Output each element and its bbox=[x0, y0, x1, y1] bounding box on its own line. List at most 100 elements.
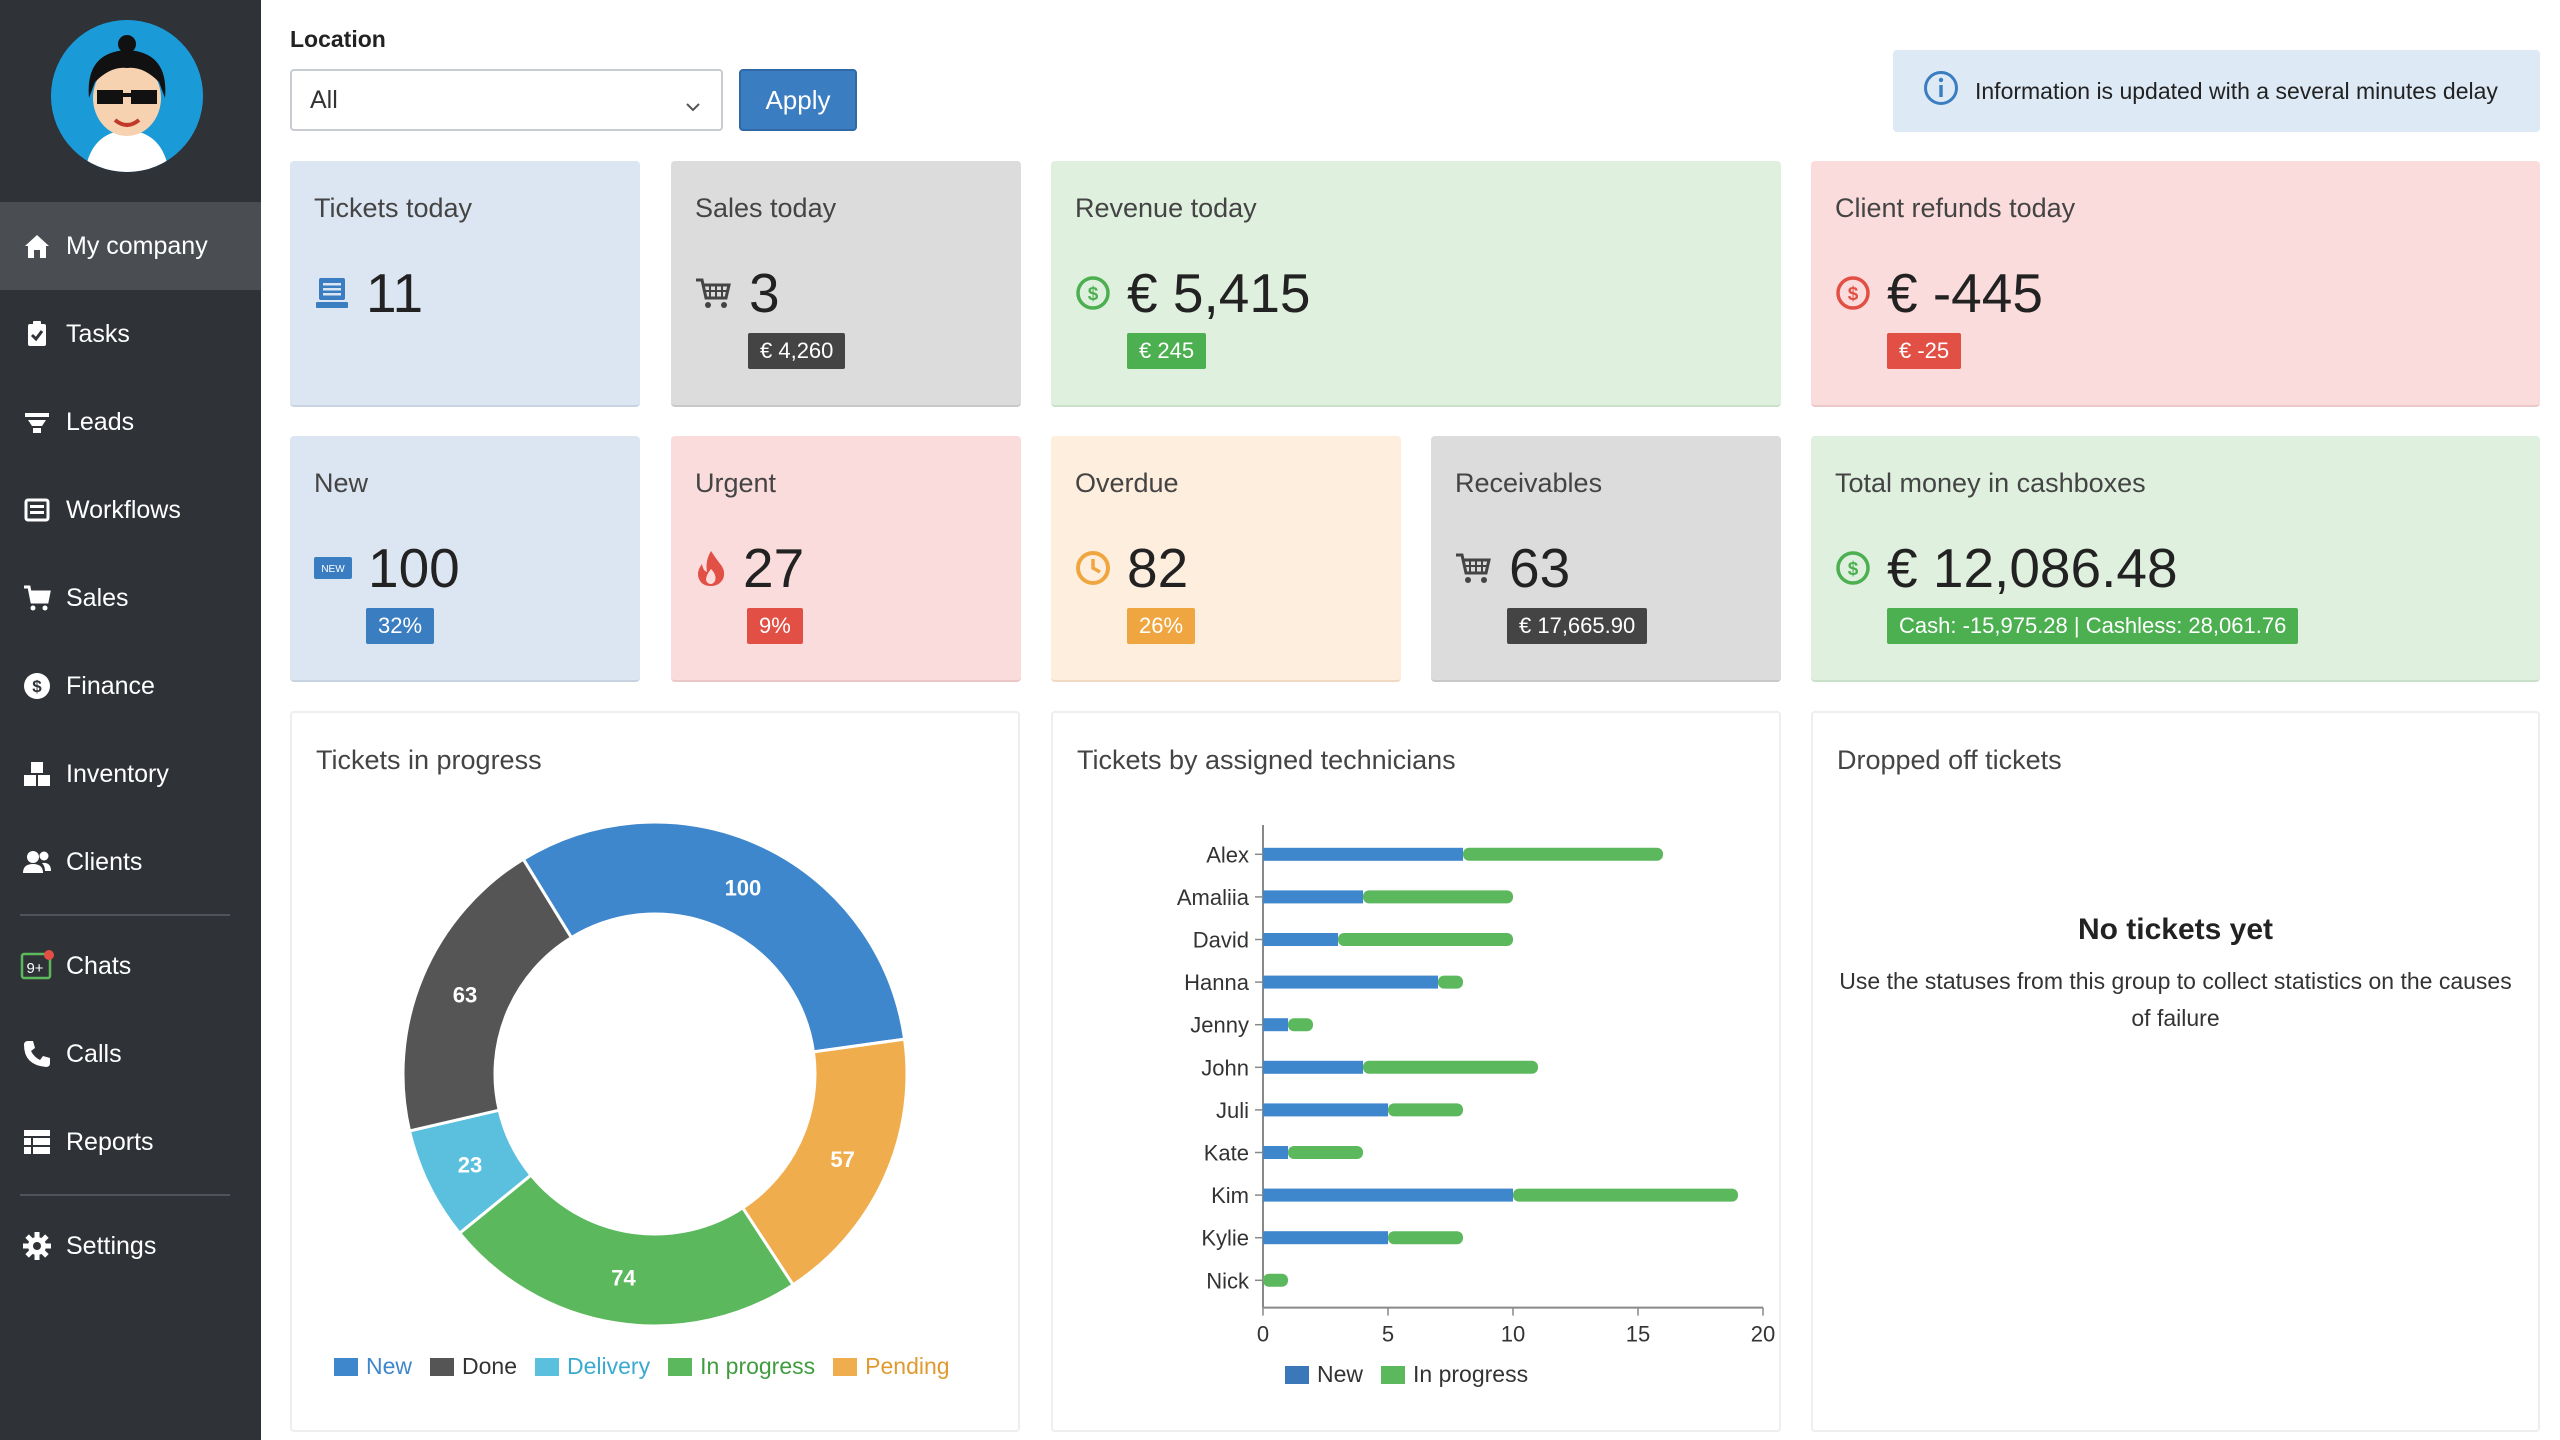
table-icon bbox=[20, 1125, 54, 1159]
donut-slice-label: 74 bbox=[611, 1266, 636, 1291]
category-label: Nick bbox=[1206, 1268, 1250, 1293]
legend-label: Done bbox=[462, 1353, 517, 1379]
card-urgent[interactable]: Urgent 27 9% bbox=[671, 436, 1021, 682]
card-badge: 9% bbox=[747, 608, 803, 644]
card-value: $ € 5,415 bbox=[1075, 261, 1311, 325]
sidebar-item-label: Calls bbox=[66, 1039, 122, 1068]
bar-in-progress bbox=[1263, 1273, 1288, 1287]
panel-tickets-in-progress: Tickets in progress 100 57 74 23 63 New Done… bbox=[290, 711, 1020, 1432]
card-tickets-today[interactable]: Tickets today 11 bbox=[290, 161, 640, 407]
legend-swatch bbox=[430, 1357, 455, 1376]
x-tick-label: 20 bbox=[1751, 1322, 1775, 1347]
category-label: Amaliia bbox=[1177, 885, 1250, 910]
legend-item-in-progress[interactable]: In progress bbox=[668, 1353, 815, 1380]
location-label: Location bbox=[290, 26, 386, 52]
svg-text:$: $ bbox=[32, 677, 42, 696]
card-badge: € 245 bbox=[1127, 333, 1207, 369]
sidebar-divider bbox=[20, 1194, 230, 1196]
sidebar-item-clients[interactable]: Clients bbox=[0, 818, 261, 906]
card-title: Client refunds today bbox=[1835, 193, 2076, 223]
filter-icon bbox=[20, 405, 54, 439]
new-label-icon: NEW bbox=[314, 556, 352, 580]
chevron-down-icon bbox=[685, 93, 701, 122]
sidebar-item-sales[interactable]: Sales bbox=[0, 554, 261, 642]
bar-legend: New In progress bbox=[1285, 1361, 1546, 1388]
legend-swatch bbox=[1381, 1365, 1406, 1384]
sidebar-item-inventory[interactable]: Inventory bbox=[0, 730, 261, 818]
card-value: $ € 12,086.48 bbox=[1835, 536, 2178, 600]
legend-item-delivery[interactable]: Delivery bbox=[535, 1353, 650, 1380]
card-title: Total money in cashboxes bbox=[1835, 468, 2146, 498]
legend-item-done[interactable]: Done bbox=[430, 1353, 517, 1380]
empty-state-description: Use the statuses from this group to coll… bbox=[1839, 968, 2512, 1031]
legend-item-pending[interactable]: Pending bbox=[833, 1353, 950, 1380]
clipboard-icon bbox=[20, 317, 54, 351]
card-revenue-today[interactable]: Revenue today $ € 5,415 € 245 bbox=[1051, 161, 1781, 407]
sidebar-item-label: Workflows bbox=[66, 495, 181, 524]
sidebar-item-settings[interactable]: Settings bbox=[0, 1202, 261, 1290]
sidebar-item-calls[interactable]: Calls bbox=[0, 1010, 261, 1098]
donut-slice-label: 23 bbox=[458, 1153, 482, 1178]
card-badge: 26% bbox=[1127, 608, 1196, 644]
sidebar-item-label: Reports bbox=[66, 1127, 154, 1156]
legend-label: New bbox=[1317, 1361, 1364, 1387]
donut-legend: New Done Delivery In progress Pending bbox=[334, 1353, 968, 1380]
donut-slice-new bbox=[521, 820, 907, 1054]
legend-item-new[interactable]: New bbox=[1285, 1361, 1363, 1388]
cart-icon bbox=[695, 276, 733, 310]
legend-swatch bbox=[535, 1357, 559, 1376]
location-select[interactable]: All bbox=[290, 69, 723, 131]
legend-label: Pending bbox=[865, 1353, 950, 1379]
legend-label: In progress bbox=[1413, 1361, 1529, 1387]
user-avatar[interactable] bbox=[51, 20, 203, 172]
bar-in-progress bbox=[1513, 1188, 1738, 1202]
sidebar-item-chats[interactable]: 9+ Chats bbox=[0, 922, 261, 1010]
donut-slice-label: 100 bbox=[725, 876, 762, 901]
sidebar-item-tasks[interactable]: Tasks bbox=[0, 290, 261, 378]
card-overdue[interactable]: Overdue 82 26% bbox=[1051, 436, 1401, 682]
panel-dropped-off-tickets: Dropped off tickets No tickets yet Use t… bbox=[1811, 711, 2540, 1432]
bar-in-progress bbox=[1288, 1018, 1313, 1032]
category-label: Alex bbox=[1206, 842, 1249, 867]
legend-swatch bbox=[1285, 1365, 1309, 1384]
card-sales-today[interactable]: Sales today 3 € 4,260 bbox=[671, 161, 1021, 407]
sidebar-item-leads[interactable]: Leads bbox=[0, 378, 261, 466]
category-label: Kim bbox=[1211, 1183, 1249, 1208]
donut-slice-label: 63 bbox=[453, 982, 477, 1007]
svg-text:$: $ bbox=[1848, 284, 1859, 305]
card-new[interactable]: New NEW 100 32% bbox=[290, 436, 640, 682]
bar-chart: Alex Amaliia David Hanna Jenny John Juli Kate Ki… bbox=[1177, 825, 1775, 1347]
card-value: 63 bbox=[1455, 536, 1570, 600]
sidebar-item-reports[interactable]: Reports bbox=[0, 1098, 261, 1186]
dollar-circle-icon: $ bbox=[1075, 275, 1111, 311]
workflow-icon bbox=[20, 493, 54, 527]
category-label: Kate bbox=[1204, 1141, 1249, 1166]
card-title: New bbox=[314, 468, 369, 498]
card-total-money-cashboxes[interactable]: Total money in cashboxes $ € 12,086.48 C… bbox=[1811, 436, 2540, 682]
card-value-text: 100 bbox=[368, 537, 460, 599]
bar-new bbox=[1263, 890, 1363, 904]
bar-new bbox=[1263, 1231, 1388, 1245]
users-icon bbox=[20, 845, 54, 879]
donut-slice-label: 57 bbox=[830, 1147, 854, 1172]
sidebar-item-workflows[interactable]: Workflows bbox=[0, 466, 261, 554]
svg-text:$: $ bbox=[1088, 284, 1099, 305]
legend-label: In progress bbox=[700, 1353, 816, 1379]
panel-title: Tickets in progress bbox=[316, 745, 542, 775]
legend-label: New bbox=[366, 1353, 413, 1379]
info-banner: Information is updated with a several mi… bbox=[1893, 50, 2540, 132]
card-value-text: 63 bbox=[1509, 537, 1571, 599]
card-value: 3 bbox=[695, 261, 780, 325]
sidebar-item-my-company[interactable]: My company bbox=[0, 202, 261, 290]
svg-text:$: $ bbox=[1848, 559, 1859, 580]
legend-item-in-progress[interactable]: In progress bbox=[1381, 1361, 1528, 1388]
legend-item-new[interactable]: New bbox=[334, 1353, 412, 1380]
bar-in-progress bbox=[1438, 975, 1463, 989]
card-badge: € 4,260 bbox=[748, 333, 846, 369]
card-value-text: € -445 bbox=[1887, 262, 2043, 324]
card-client-refunds-today[interactable]: Client refunds today $ € -445 € -25 bbox=[1811, 161, 2540, 407]
card-receivables[interactable]: Receivables 63 € 17,665.90 bbox=[1431, 436, 1781, 682]
chat-icon: 9+ bbox=[20, 949, 54, 983]
sidebar-item-finance[interactable]: $ Finance bbox=[0, 642, 261, 730]
apply-button[interactable]: Apply bbox=[739, 69, 857, 131]
